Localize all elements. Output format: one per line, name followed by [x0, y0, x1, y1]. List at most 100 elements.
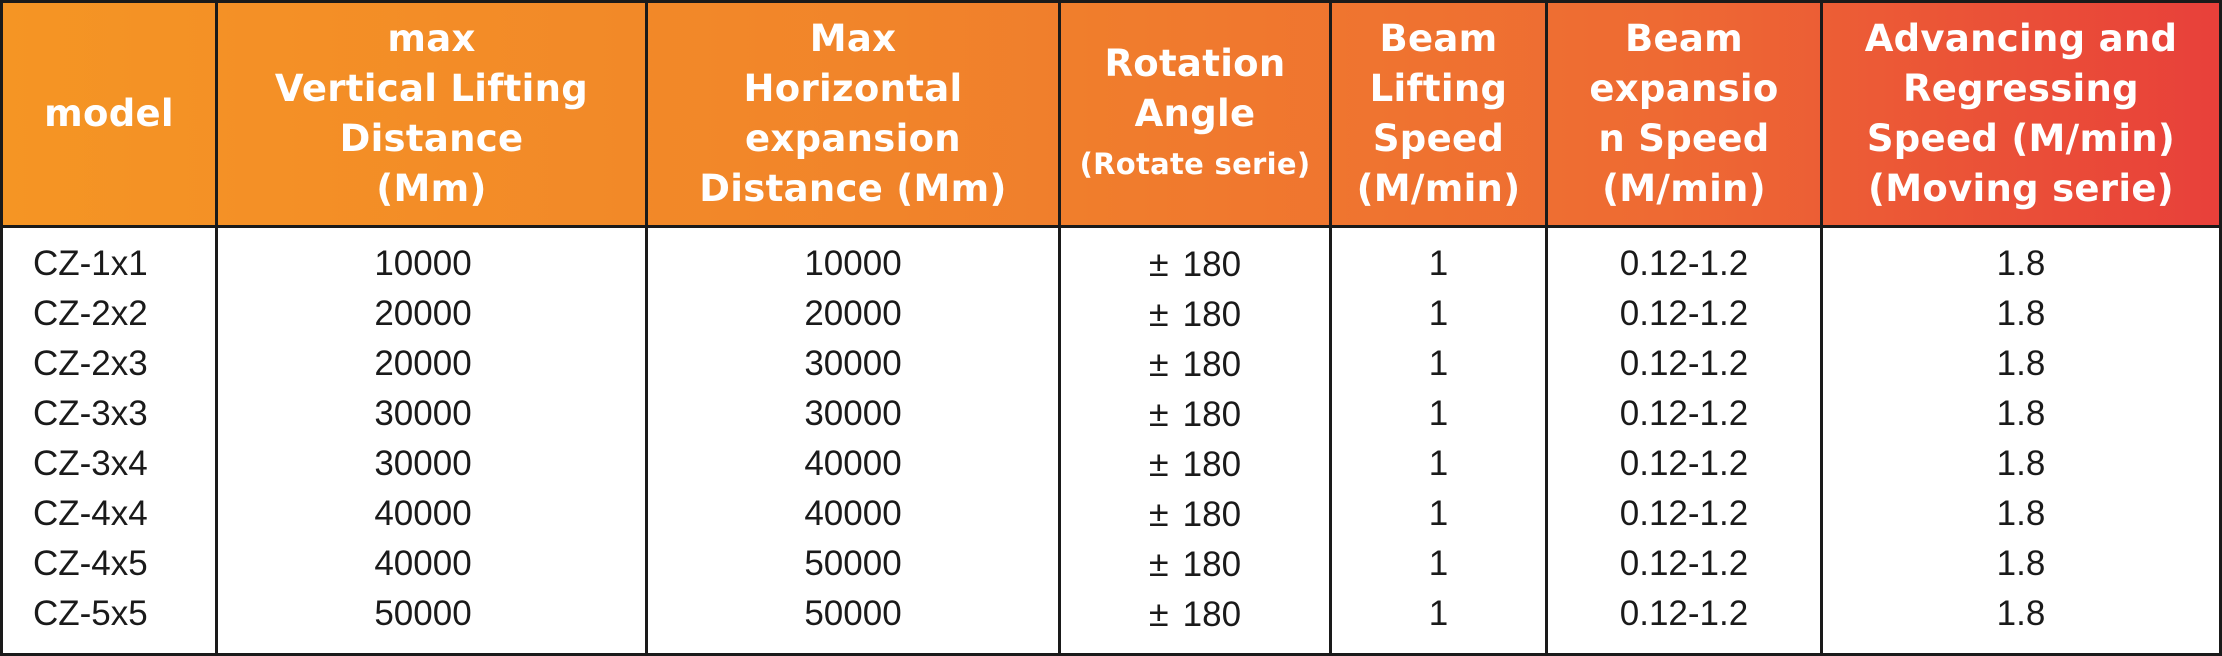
header-line: expansio: [1589, 67, 1779, 110]
vertical-distance-cell: 30000: [374, 394, 472, 433]
plus-minus-sign: ±: [1148, 593, 1169, 634]
header-line: Distance (Mm): [699, 167, 1007, 210]
vertical-distance-cell: 20000: [374, 294, 472, 333]
header-beam-lifting-speed: Beam Lifting Speed (M/min): [1332, 3, 1545, 225]
rotation-angle-cell: ±180: [1061, 389, 1329, 439]
column-beam-lifting-speed: 1 1 1 1 1 1 1 1: [1332, 239, 1545, 639]
horizontal-distance-cell: 20000: [804, 294, 902, 333]
header-line: Advancing and: [1864, 17, 2178, 60]
column-vertical-distance: 10000 20000 20000 30000 30000 40000 4000…: [218, 239, 628, 639]
plus-minus-sign: ±: [1148, 343, 1169, 384]
lifting-speed-cell: 1: [1428, 544, 1449, 583]
header-line: Speed: [1372, 117, 1505, 160]
vertical-distance-cell: 20000: [374, 344, 472, 383]
rotation-angle-cell: ±180: [1061, 439, 1329, 489]
header-line: model: [44, 92, 174, 135]
vertical-distance-cell: 30000: [374, 444, 472, 483]
column-advancing-speed: 1.8 1.8 1.8 1.8 1.8 1.8 1.8 1.8: [1823, 239, 2219, 639]
rotation-value: 180: [1182, 245, 1242, 284]
header-line: (Mm): [376, 167, 487, 210]
rotation-angle-cell: ±180: [1061, 539, 1329, 589]
expansion-speed-cell: 0.12-1.2: [1619, 594, 1749, 633]
lifting-speed-cell: 1: [1428, 294, 1449, 333]
header-line: Regressing: [1903, 67, 2139, 110]
model-cell: CZ-4x4: [33, 494, 148, 533]
rotation-value: 180: [1182, 595, 1242, 634]
expansion-speed-cell: 0.12-1.2: [1619, 394, 1749, 433]
header-line: Rotation: [1104, 42, 1286, 85]
lifting-speed-cell: 1: [1428, 444, 1449, 483]
header-rotation-angle: Rotation Angle (Rotate serie): [1061, 3, 1329, 225]
column-divider: [1820, 3, 1823, 653]
header-line: Beam: [1379, 17, 1498, 60]
lifting-speed-cell: 1: [1428, 344, 1449, 383]
advancing-speed-cell: 1.8: [1996, 544, 2046, 583]
expansion-speed-cell: 0.12-1.2: [1619, 294, 1749, 333]
advancing-speed-cell: 1.8: [1996, 244, 2046, 283]
column-divider: [1545, 3, 1548, 653]
column-model: CZ-1x1 CZ-2x2 CZ-2x3 CZ-3x3 CZ-3x4 CZ-4x…: [33, 239, 213, 639]
rotation-value: 180: [1182, 395, 1242, 434]
horizontal-distance-cell: 30000: [804, 394, 902, 433]
horizontal-distance-cell: 40000: [804, 444, 902, 483]
lifting-speed-cell: 1: [1428, 494, 1449, 533]
rotation-angle-cell: ±180: [1061, 239, 1329, 289]
model-cell: CZ-2x2: [33, 294, 148, 333]
vertical-distance-cell: 10000: [374, 244, 472, 283]
plus-minus-sign: ±: [1148, 443, 1169, 484]
header-line: Speed (M/min): [1866, 117, 2176, 160]
plus-minus-sign: ±: [1148, 393, 1169, 434]
header-advancing-speed: Advancing and Regressing Speed (M/min) (Mov…: [1823, 3, 2219, 225]
header-line: (Moving serie): [1868, 167, 2174, 210]
header-line: (M/min): [1602, 167, 1766, 210]
header-model: model: [3, 3, 215, 225]
plus-minus-sign: ±: [1148, 293, 1169, 334]
model-cell: CZ-5x5: [33, 594, 148, 633]
lifting-speed-cell: 1: [1428, 244, 1449, 283]
header-beam-expansion-speed: Beam expansio n Speed (M/min): [1548, 3, 1820, 225]
expansion-speed-cell: 0.12-1.2: [1619, 494, 1749, 533]
column-divider: [215, 3, 218, 653]
header-line: Distance: [339, 117, 524, 160]
header-line: (Rotate serie): [1079, 147, 1311, 181]
column-divider: [645, 3, 648, 653]
rotation-value: 180: [1182, 345, 1242, 384]
rotation-value: 180: [1182, 495, 1242, 534]
header-line: Horizontal: [743, 67, 963, 110]
horizontal-distance-cell: 40000: [804, 494, 902, 533]
rotation-angle-cell: ±180: [1061, 339, 1329, 389]
advancing-speed-cell: 1.8: [1996, 494, 2046, 533]
header-line: Beam: [1624, 17, 1744, 60]
header-line: Lifting: [1369, 67, 1508, 110]
header-line: Angle: [1134, 92, 1256, 135]
advancing-speed-cell: 1.8: [1996, 594, 2046, 633]
model-cell: CZ-4x5: [33, 544, 148, 583]
expansion-speed-cell: 0.12-1.2: [1619, 544, 1749, 583]
rotation-value: 180: [1182, 295, 1242, 334]
advancing-speed-cell: 1.8: [1996, 444, 2046, 483]
header-line: Max: [809, 17, 897, 60]
rotation-angle-cell: ±180: [1061, 289, 1329, 339]
model-cell: CZ-3x4: [33, 444, 148, 483]
header-line: n Speed: [1598, 117, 1770, 160]
horizontal-distance-cell: 30000: [804, 344, 902, 383]
vertical-distance-cell: 50000: [374, 594, 472, 633]
plus-minus-sign: ±: [1148, 543, 1169, 584]
column-beam-expansion-speed: 0.12-1.2 0.12-1.2 0.12-1.2 0.12-1.2 0.12…: [1548, 239, 1820, 639]
header-line: (M/min): [1356, 167, 1521, 210]
rotation-value: 180: [1182, 445, 1242, 484]
lifting-speed-cell: 1: [1428, 594, 1449, 633]
expansion-speed-cell: 0.12-1.2: [1619, 244, 1749, 283]
horizontal-distance-cell: 50000: [804, 594, 902, 633]
advancing-speed-cell: 1.8: [1996, 294, 2046, 333]
vertical-distance-cell: 40000: [374, 494, 472, 533]
table-header: model max Vertical Lifting Distance (Mm) Ma…: [3, 3, 2219, 228]
plus-minus-sign: ±: [1148, 493, 1169, 534]
header-line: max: [387, 17, 476, 60]
vertical-distance-cell: 40000: [374, 544, 472, 583]
horizontal-distance-cell: 50000: [804, 544, 902, 583]
header-horizontal-distance: Max Horizontal expansion Distance (Mm): [648, 3, 1058, 225]
lifting-speed-cell: 1: [1428, 394, 1449, 433]
expansion-speed-cell: 0.12-1.2: [1619, 444, 1749, 483]
